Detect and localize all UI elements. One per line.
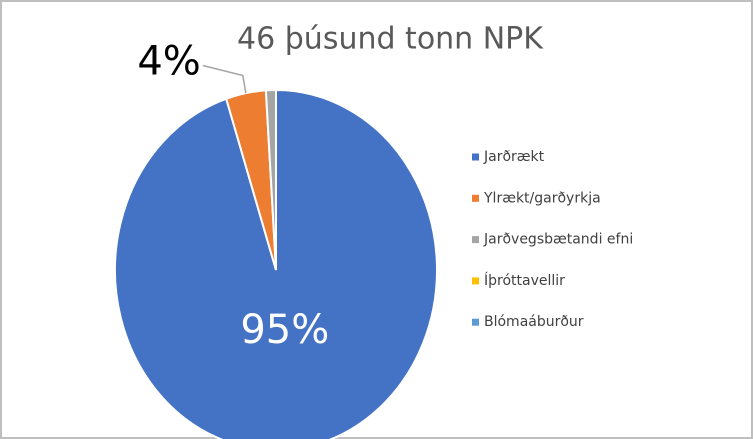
legend-label: Íþróttavellir xyxy=(484,272,565,289)
legend-label: Blómaáburður xyxy=(484,314,584,330)
legend-swatch xyxy=(472,236,479,244)
legend-swatch xyxy=(472,194,479,202)
legend-label: Jarðrækt xyxy=(483,149,545,165)
data-label: 4% xyxy=(137,39,200,85)
leader-line xyxy=(202,64,247,94)
pie-slice xyxy=(114,88,438,439)
legend-label: Jarðvegsbætandi efni xyxy=(483,232,633,248)
legend-label: Ylrækt/garðyrkja xyxy=(483,190,601,206)
legend-swatch xyxy=(472,318,479,326)
legend-swatch xyxy=(472,153,479,161)
legend-swatch xyxy=(472,277,479,285)
data-label: 95% xyxy=(240,307,329,353)
chart-title: 46 þúsund tonn NPK xyxy=(237,22,544,57)
